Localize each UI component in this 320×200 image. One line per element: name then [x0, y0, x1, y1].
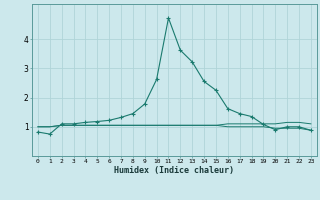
X-axis label: Humidex (Indice chaleur): Humidex (Indice chaleur): [115, 166, 234, 175]
